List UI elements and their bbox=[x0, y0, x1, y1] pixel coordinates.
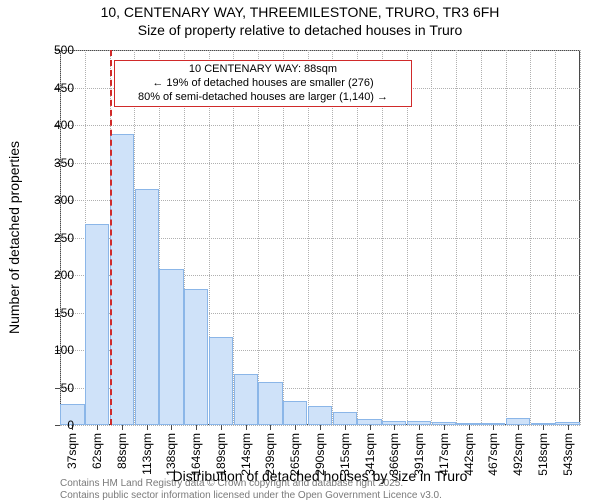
annotation-box: 10 CENTENARY WAY: 88sqm← 19% of detached… bbox=[114, 60, 412, 107]
chart-title-line1: 10, CENTENARY WAY, THREEMILESTONE, TRURO… bbox=[0, 4, 600, 20]
chart-title-line2: Size of property relative to detached ho… bbox=[0, 22, 600, 38]
x-tick bbox=[147, 425, 148, 430]
y-tick-label: 100 bbox=[54, 343, 74, 357]
x-tick-label: 62sqm bbox=[90, 433, 104, 469]
y-tick-label: 350 bbox=[54, 156, 74, 170]
x-tick bbox=[568, 425, 569, 430]
grid-line-v bbox=[481, 50, 482, 425]
histogram-bar bbox=[159, 269, 183, 425]
x-tick bbox=[419, 425, 420, 430]
histogram-bar bbox=[258, 382, 282, 426]
grid-line-v bbox=[456, 50, 457, 425]
y-tick-label: 150 bbox=[54, 306, 74, 320]
x-tick bbox=[270, 425, 271, 430]
x-tick-label: 37sqm bbox=[65, 433, 79, 469]
chart-container: 10, CENTENARY WAY, THREEMILESTONE, TRURO… bbox=[0, 4, 600, 504]
y-tick-label: 450 bbox=[54, 81, 74, 95]
x-tick bbox=[320, 425, 321, 430]
plot-area: 10 CENTENARY WAY: 88sqm← 19% of detached… bbox=[60, 50, 580, 425]
grid-line-v bbox=[530, 50, 531, 425]
annotation-line: 80% of semi-detached houses are larger (… bbox=[119, 91, 407, 105]
grid-line-v bbox=[580, 50, 581, 425]
histogram-bar bbox=[110, 134, 134, 425]
footer-attribution: Contains HM Land Registry data © Crown c… bbox=[60, 478, 442, 502]
histogram-bar bbox=[234, 374, 258, 425]
x-tick bbox=[171, 425, 172, 430]
grid-line-v bbox=[555, 50, 556, 425]
x-tick bbox=[493, 425, 494, 430]
grid-line-h bbox=[60, 163, 580, 164]
histogram-bar bbox=[135, 189, 159, 425]
x-tick bbox=[370, 425, 371, 430]
histogram-bar bbox=[333, 412, 357, 426]
footer-line1: Contains HM Land Registry data © Crown c… bbox=[60, 478, 442, 490]
grid-line-h bbox=[60, 125, 580, 126]
y-tick-label: 400 bbox=[54, 118, 74, 132]
x-tick bbox=[246, 425, 247, 430]
grid-line-h bbox=[60, 50, 580, 51]
x-tick bbox=[122, 425, 123, 430]
y-tick bbox=[55, 388, 60, 389]
annotation-line: 10 CENTENARY WAY: 88sqm bbox=[119, 63, 407, 77]
x-tick bbox=[97, 425, 98, 430]
x-tick bbox=[543, 425, 544, 430]
x-tick bbox=[345, 425, 346, 430]
grid-line-v bbox=[431, 50, 432, 425]
histogram-bar bbox=[85, 224, 109, 425]
histogram-bar bbox=[184, 289, 208, 426]
histogram-bar bbox=[506, 418, 530, 426]
histogram-bar bbox=[308, 406, 332, 425]
grid-line-v bbox=[506, 50, 507, 425]
y-tick-label: 500 bbox=[54, 43, 74, 57]
x-tick bbox=[221, 425, 222, 430]
histogram-bar bbox=[283, 401, 307, 425]
x-tick bbox=[444, 425, 445, 430]
x-tick bbox=[518, 425, 519, 430]
x-tick bbox=[295, 425, 296, 430]
x-tick-label: 88sqm bbox=[115, 433, 129, 469]
y-tick-label: 200 bbox=[54, 268, 74, 282]
y-tick-label: 300 bbox=[54, 193, 74, 207]
y-tick bbox=[55, 425, 60, 426]
y-tick-label: 0 bbox=[67, 418, 74, 432]
y-axis-title: Number of detached properties bbox=[6, 50, 22, 425]
footer-line2: Contains public sector information licen… bbox=[60, 490, 442, 502]
y-tick-label: 50 bbox=[61, 381, 74, 395]
y-tick-label: 250 bbox=[54, 231, 74, 245]
marker-line bbox=[110, 50, 112, 425]
histogram-bar bbox=[209, 337, 233, 426]
x-tick bbox=[394, 425, 395, 430]
x-tick bbox=[196, 425, 197, 430]
annotation-line: ← 19% of detached houses are smaller (27… bbox=[119, 77, 407, 91]
x-tick bbox=[469, 425, 470, 430]
